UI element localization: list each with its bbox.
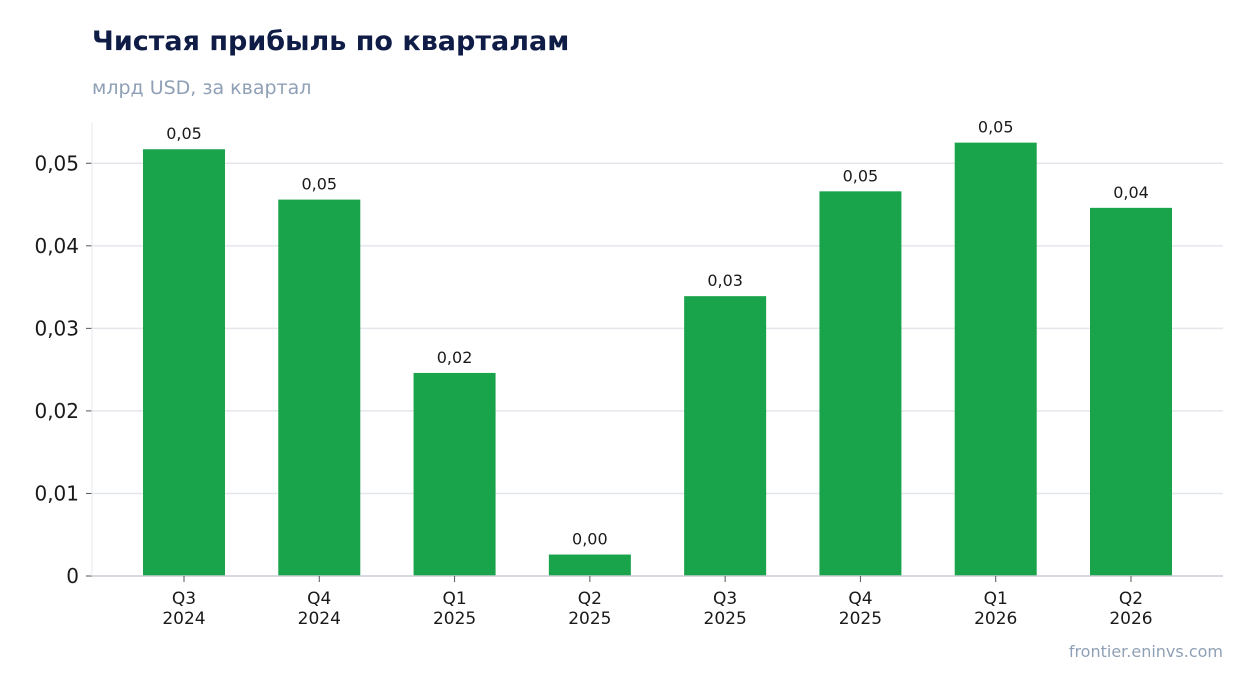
x-tick-label: Q1 2026 xyxy=(974,589,1017,629)
bar xyxy=(413,372,496,576)
x-tick-label: Q3 2025 xyxy=(704,589,747,629)
chart-subtitle: млрд USD, за квартал xyxy=(92,77,312,99)
data-label: 0,03 xyxy=(707,271,743,290)
chart-title: Чистая прибыль по кварталам xyxy=(92,26,570,57)
y-tick-label: 0,04 xyxy=(34,234,79,258)
bar xyxy=(954,142,1037,577)
data-labels: 0,05 0,05 0,02 0,00 0,03 0,05 0,05 0,04 xyxy=(166,118,1149,549)
x-tick-label: Q2 2025 xyxy=(568,589,611,629)
x-tick-label: Q1 2025 xyxy=(433,589,476,629)
data-label: 0,05 xyxy=(301,175,337,194)
x-tick-label: Q4 2024 xyxy=(298,589,341,629)
data-label: 0,05 xyxy=(978,118,1014,137)
x-tick-label: Q3 2024 xyxy=(162,589,205,629)
bar xyxy=(819,191,902,576)
data-label: 0,00 xyxy=(572,530,608,549)
bar xyxy=(1090,207,1172,576)
x-tick-label: Q2 2026 xyxy=(1109,589,1152,629)
bar xyxy=(684,296,767,576)
data-label: 0,04 xyxy=(1113,183,1149,202)
bar xyxy=(548,554,631,576)
y-tick-label: 0,02 xyxy=(34,399,79,423)
y-tick-label: 0,03 xyxy=(34,316,79,340)
x-axis: Q3 2024 Q4 2024 Q1 2025 Q2 2025 Q3 2025 Q4 2025 Q1 20… xyxy=(92,575,1223,629)
data-label: 0,02 xyxy=(437,348,473,367)
y-tick-label: 0 xyxy=(66,564,79,588)
source-link[interactable]: frontier.eninvs.com xyxy=(1068,642,1223,661)
y-axis: 0 0,01 0,02 0,03 0,04 0,05 xyxy=(34,122,93,588)
bars xyxy=(143,142,1172,577)
bar xyxy=(278,199,361,577)
data-label: 0,05 xyxy=(843,166,879,185)
data-label: 0,05 xyxy=(166,124,202,143)
x-tick-label: Q4 2025 xyxy=(839,589,882,629)
y-tick-label: 0,05 xyxy=(34,151,79,175)
grid-lines xyxy=(92,162,1223,495)
y-tick-label: 0,01 xyxy=(34,481,79,505)
bar xyxy=(143,149,225,577)
